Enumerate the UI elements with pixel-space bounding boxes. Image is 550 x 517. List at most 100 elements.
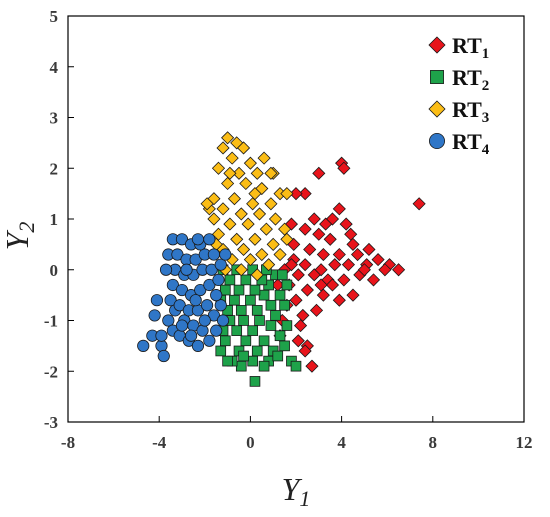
data-points xyxy=(137,131,426,387)
x-axis-title-main: Y xyxy=(282,471,303,507)
data-point xyxy=(280,187,294,201)
legend-marker-rt1 xyxy=(428,36,446,54)
data-point xyxy=(289,187,303,201)
legend-label-main: RT xyxy=(452,65,482,90)
data-point xyxy=(312,227,326,241)
data-point xyxy=(298,344,312,358)
data-point xyxy=(281,320,293,331)
data-point xyxy=(227,192,242,206)
data-point xyxy=(210,324,223,337)
data-point xyxy=(289,293,303,307)
data-point xyxy=(240,274,252,286)
data-point xyxy=(264,166,278,180)
data-point xyxy=(273,247,287,262)
data-point xyxy=(266,237,280,251)
data-point xyxy=(332,293,346,307)
data-point xyxy=(280,232,294,246)
data-point xyxy=(274,289,286,301)
data-point xyxy=(241,217,255,231)
data-point xyxy=(219,335,231,347)
legend-marker-rt2 xyxy=(430,70,444,84)
data-point xyxy=(157,349,170,363)
data-point xyxy=(166,278,179,292)
data-point xyxy=(211,161,226,175)
data-point xyxy=(175,319,189,332)
data-point xyxy=(198,314,211,327)
data-point xyxy=(281,279,293,291)
series-rt2 xyxy=(215,264,302,387)
data-point xyxy=(341,258,356,272)
data-point xyxy=(309,303,324,317)
data-point xyxy=(222,355,233,367)
y-tick-label: 0 xyxy=(50,261,59,280)
data-point xyxy=(150,294,164,307)
data-point xyxy=(196,324,209,337)
data-point xyxy=(233,284,245,296)
data-point xyxy=(346,288,360,302)
y-tick-label: -1 xyxy=(44,312,58,331)
data-point xyxy=(268,212,283,226)
data-point xyxy=(293,319,308,333)
data-point xyxy=(247,355,258,367)
y-tick-label: -3 xyxy=(44,413,58,432)
data-point xyxy=(236,242,251,257)
legend-label-rt4: RT4 xyxy=(452,129,490,158)
data-point xyxy=(279,340,290,352)
x-tick-label: 12 xyxy=(516,433,533,452)
data-point xyxy=(225,151,239,165)
data-point xyxy=(303,242,317,257)
data-point xyxy=(258,289,270,301)
legend-label-main: RT xyxy=(452,97,482,122)
data-point xyxy=(205,263,218,276)
data-point xyxy=(249,284,261,296)
data-point xyxy=(234,263,248,277)
data-point xyxy=(291,334,305,348)
data-point xyxy=(248,187,262,201)
x-tick-label: -8 xyxy=(61,433,75,452)
data-point xyxy=(243,156,257,170)
legend-label-rt3: RT3 xyxy=(452,97,489,126)
data-point xyxy=(216,202,230,216)
data-point xyxy=(279,299,290,311)
data-point xyxy=(243,253,257,267)
data-point xyxy=(337,273,351,287)
data-point xyxy=(291,268,305,282)
data-point xyxy=(189,294,202,307)
data-point xyxy=(350,247,365,262)
data-point xyxy=(215,345,227,357)
data-point xyxy=(155,329,168,342)
data-point xyxy=(284,258,299,272)
data-point xyxy=(238,350,249,362)
data-point xyxy=(265,320,277,331)
data-point xyxy=(234,207,248,221)
data-point xyxy=(238,315,249,326)
data-point xyxy=(257,151,271,165)
data-point xyxy=(191,339,205,352)
data-point xyxy=(235,305,247,316)
legend-label-main: RT xyxy=(452,33,482,58)
data-point xyxy=(337,161,351,175)
data-point xyxy=(214,299,227,312)
data-point xyxy=(255,181,269,196)
series-rt4 xyxy=(137,233,232,363)
data-point xyxy=(316,247,330,262)
data-point xyxy=(203,233,216,246)
data-point xyxy=(239,176,253,191)
x-axis-title-sub: 1 xyxy=(299,486,310,511)
data-point xyxy=(247,325,258,336)
data-point xyxy=(298,222,312,236)
data-point xyxy=(262,258,276,272)
data-point xyxy=(259,222,273,236)
x-tick-label: 8 xyxy=(429,433,438,452)
x-tick-label: -4 xyxy=(152,433,167,452)
legend-label-sub: 1 xyxy=(482,46,490,62)
legend-label-rt1: RT1 xyxy=(452,33,489,62)
data-point xyxy=(216,141,230,155)
data-point xyxy=(254,315,265,326)
data-point xyxy=(325,278,340,292)
data-point xyxy=(339,217,353,231)
data-point xyxy=(246,197,260,211)
